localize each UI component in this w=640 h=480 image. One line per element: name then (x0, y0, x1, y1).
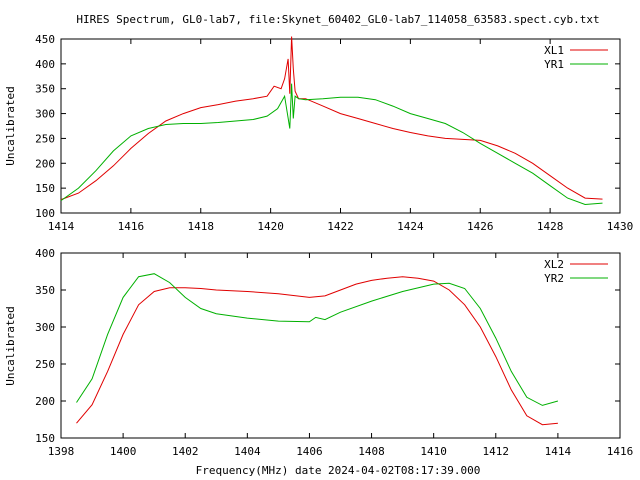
x-tick-label: 1408 (358, 445, 385, 458)
x-tick-label: 1414 (48, 220, 75, 233)
plot-frame-2 (60, 252, 621, 439)
x-axis-label-bottom: Frequency(MHz) date 2024-04-02T08:17:39.… (196, 464, 481, 477)
x-tick-label: 1414 (545, 445, 572, 458)
y-tick-label: 350 (35, 284, 55, 297)
x-tick-label: 1422 (327, 220, 354, 233)
y-tick-label: 150 (35, 182, 55, 195)
x-tick-label: 1424 (397, 220, 424, 233)
x-tick-label: 1426 (467, 220, 494, 233)
x-tick-label: 1404 (234, 445, 261, 458)
y-axis-label-top: Uncalibrated (4, 86, 17, 165)
y-tick-label: 200 (35, 157, 55, 170)
series-line-yr1 (60, 83, 603, 206)
plot-frame-1 (60, 38, 621, 214)
y-tick-label: 100 (35, 207, 55, 220)
y-tick-label: 200 (35, 395, 55, 408)
x-tick-label: 1430 (607, 220, 634, 233)
y-axis-label-bottom: Uncalibrated (4, 306, 17, 385)
legend-label-yr1: YR1 (544, 58, 564, 71)
x-tick-label: 1406 (296, 445, 323, 458)
y-tick-label: 300 (35, 321, 55, 334)
legend-label-xl2: XL2 (544, 258, 564, 271)
y-tick-label: 450 (35, 33, 55, 46)
y-tick-label: 350 (35, 83, 55, 96)
x-tick-label: 1416 (118, 220, 145, 233)
x-tick-label: 1418 (188, 220, 215, 233)
series-line-xl2 (76, 276, 558, 426)
y-tick-label: 400 (35, 247, 55, 260)
legend-label-xl1: XL1 (544, 44, 564, 57)
y-tick-label: 400 (35, 58, 55, 71)
series-line-xl1 (60, 36, 603, 201)
x-tick-label: 1402 (172, 445, 199, 458)
x-tick-label: 1428 (537, 220, 564, 233)
x-tick-label: 1398 (48, 445, 75, 458)
series-line-yr2 (76, 273, 559, 406)
y-tick-label: 150 (35, 432, 55, 445)
y-tick-label: 250 (35, 358, 55, 371)
legend-label-yr2: YR2 (544, 272, 564, 285)
x-tick-label: 1416 (607, 445, 634, 458)
y-tick-label: 250 (35, 132, 55, 145)
x-tick-label: 1410 (420, 445, 447, 458)
chart-title: HIRES Spectrum, GL0-lab7, file:Skynet_60… (76, 13, 599, 26)
x-tick-label: 1400 (110, 445, 137, 458)
x-tick-label: 1420 (257, 220, 284, 233)
y-tick-label: 300 (35, 108, 55, 121)
x-tick-label: 1412 (483, 445, 510, 458)
